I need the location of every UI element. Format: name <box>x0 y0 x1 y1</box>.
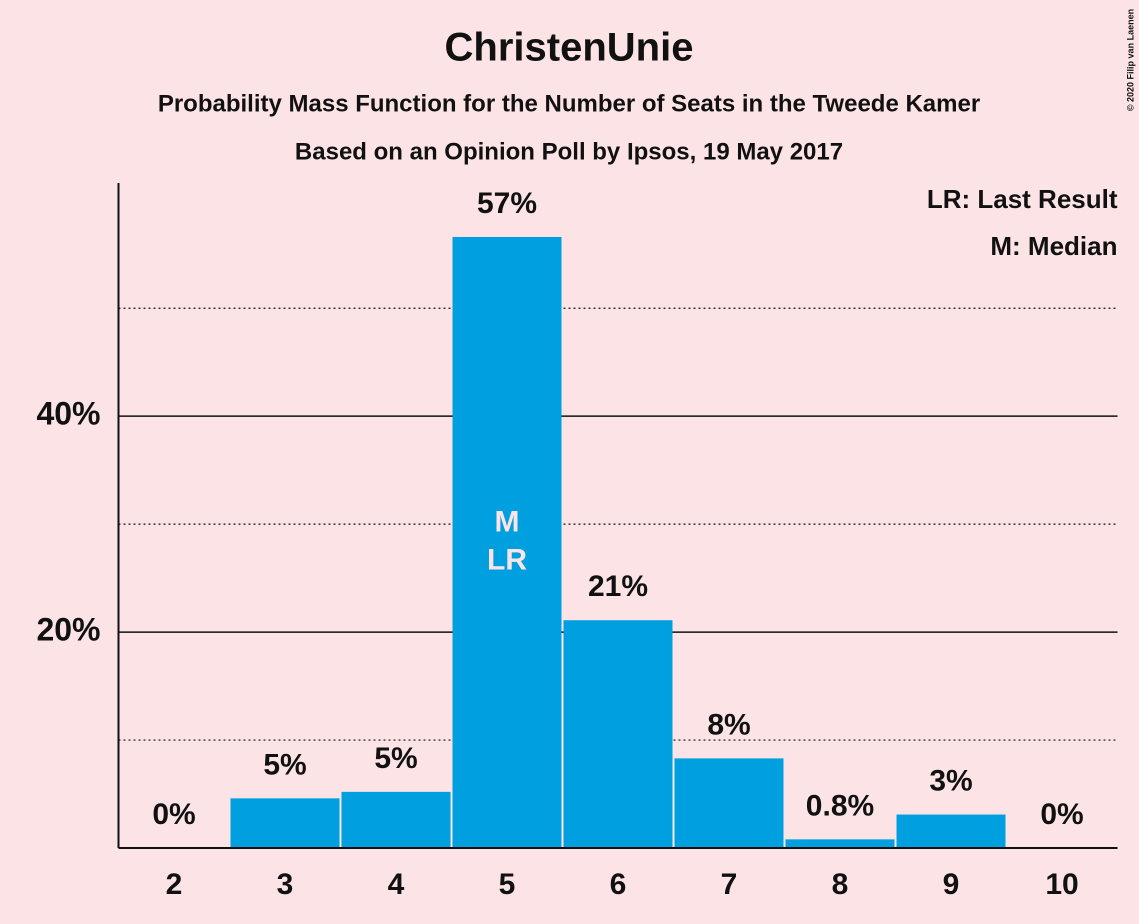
x-tick-label: 9 <box>943 868 960 901</box>
chart-subtitle: Probability Mass Function for the Number… <box>158 90 980 117</box>
x-tick-label: 10 <box>1045 868 1078 901</box>
value-label: 0% <box>152 798 195 831</box>
legend-entry: M: Median <box>990 231 1117 261</box>
bar <box>785 839 895 848</box>
value-label: 3% <box>929 764 972 797</box>
value-label: 5% <box>374 742 417 775</box>
chart-subtitle: Based on an Opinion Poll by Ipsos, 19 Ma… <box>295 138 843 165</box>
y-tick-label: 20% <box>36 612 100 648</box>
value-label: 57% <box>477 187 537 220</box>
bar <box>230 798 340 848</box>
bar <box>452 236 562 848</box>
x-tick-label: 6 <box>610 868 627 901</box>
x-tick-label: 8 <box>832 868 849 901</box>
value-label: 0% <box>1040 798 1083 831</box>
x-tick-label: 4 <box>388 868 405 901</box>
bar <box>341 791 451 848</box>
x-tick-label: 2 <box>166 868 183 901</box>
value-label: 0.8% <box>806 789 874 822</box>
value-label: 8% <box>707 708 750 741</box>
chart-title: ChristenUnie <box>445 26 694 70</box>
x-tick-label: 7 <box>721 868 738 901</box>
bar <box>674 758 784 848</box>
legend-entry: LR: Last Result <box>927 184 1118 214</box>
value-label: 5% <box>263 748 306 781</box>
bar <box>896 814 1006 848</box>
bar-annotation: M <box>495 505 520 538</box>
credit: © 2020 Filip van Laenen <box>1125 9 1135 111</box>
y-tick-label: 40% <box>36 396 100 432</box>
value-label: 21% <box>588 570 648 603</box>
x-tick-label: 3 <box>277 868 294 901</box>
bar-annotation: LR <box>487 543 527 576</box>
x-tick-label: 5 <box>499 868 516 901</box>
bar <box>563 620 673 848</box>
